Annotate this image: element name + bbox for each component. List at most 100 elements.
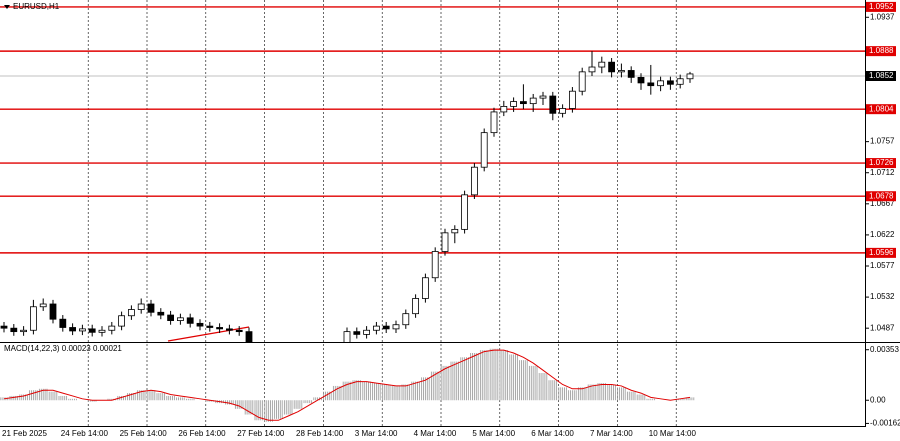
candle-body [421,277,429,299]
x-tick-label: 7 Mar 14:00 [590,429,633,438]
candle-body [118,315,125,327]
candle-body [461,194,469,230]
candle-body [480,132,488,168]
y-tick-label: 0.00 [870,395,886,404]
candle-body [549,95,557,114]
y-tick-label: 1.0487 [870,323,895,332]
candle-body [451,228,459,234]
candle-body [88,328,96,333]
candle-body [490,111,498,134]
candle-body [225,328,233,331]
level-label-bg [866,104,896,115]
candle-body [245,331,253,342]
candle-body [186,317,194,324]
y-tick-label: 1.0622 [870,230,895,239]
candle-body [79,328,86,332]
macd-label: MACD(14,22,3) 0.00023 0.00021 [4,344,122,353]
candle-body [29,306,37,331]
current-price-label: 1.0852 [869,71,894,80]
current-price-bg [866,71,896,81]
signal-line [3,349,691,421]
x-tick-label: 4 Mar 14:00 [414,429,457,438]
candle-body [441,232,449,252]
candle-body [108,325,116,331]
candle-body [176,317,184,321]
candle-body [157,311,165,316]
candle-body [216,327,224,330]
chart-title: EURUSD,H1 [13,2,60,11]
candle-body [578,71,586,92]
candle-body [500,106,508,113]
macd-pane [0,348,695,422]
candle-body [167,314,175,321]
candle-body [0,325,8,329]
candle-body [147,303,155,313]
x-tick-label: 3 Mar 14:00 [355,429,398,438]
candle-body [402,313,410,326]
candle-body [392,324,400,330]
candle-body [559,108,566,114]
candle-body [470,166,478,196]
candle-body [686,73,694,80]
candle-body [127,309,135,317]
level-label: 1.0952 [869,2,894,11]
price-pane [0,6,865,342]
candle-body [137,303,145,310]
level-label: 1.0804 [869,104,894,113]
candle-body [627,70,635,78]
level-label: 1.0888 [869,46,894,55]
candle-body [412,298,420,315]
level-label-bg [866,46,896,57]
trend-line [167,326,250,342]
y-tick-label: 1.0712 [870,168,895,177]
x-tick-label: 10 Mar 14:00 [649,429,697,438]
candle-body [529,97,537,105]
title-marker [4,5,10,9]
candle-body [637,76,645,84]
y-tick-label: 1.0667 [870,199,895,208]
candle-body [647,82,655,87]
candle-body [667,80,674,85]
candle-body [510,101,518,107]
candle-body [59,318,67,328]
candle-body [520,101,527,105]
level-label: 1.0726 [869,158,894,167]
y-tick-label: 1.0937 [870,12,895,21]
candle-body [235,329,243,333]
candle-body [539,95,547,99]
y-tick-label: 1.0532 [870,292,895,301]
level-label-bg [866,158,896,169]
candle-body [353,331,361,335]
candle-body [196,322,204,327]
candle-body [676,78,684,85]
candle-body [206,325,214,328]
candle-body [657,80,664,87]
candle-body [569,90,576,109]
level-label-bg [866,191,896,202]
candle-body [98,329,106,333]
x-tick-label: 27 Feb 14:00 [237,429,285,438]
x-tick-label: 25 Feb 14:00 [120,429,168,438]
x-tick-label: 21 Feb 2025 [2,429,47,438]
y-tick-label: 0.00353 [870,345,899,354]
candle-body [588,66,596,73]
level-label: 1.0678 [869,191,894,200]
y-tick-label: -0.00162 [870,419,900,428]
candle-body [343,331,351,342]
candle-body [20,329,28,333]
candle-body [10,327,18,333]
x-tick-label: 26 Feb 14:00 [178,429,226,438]
x-tick-label: 6 Mar 14:00 [531,429,574,438]
x-tick-label: 5 Mar 14:00 [472,429,515,438]
level-label-bg [866,1,896,12]
candle-body [431,251,439,279]
candle-body [598,61,606,68]
candle-body [39,303,47,308]
x-tick-label: 28 Feb 14:00 [296,429,344,438]
candle-body [618,70,625,73]
candle-body [363,329,371,335]
candle-body [608,61,615,73]
